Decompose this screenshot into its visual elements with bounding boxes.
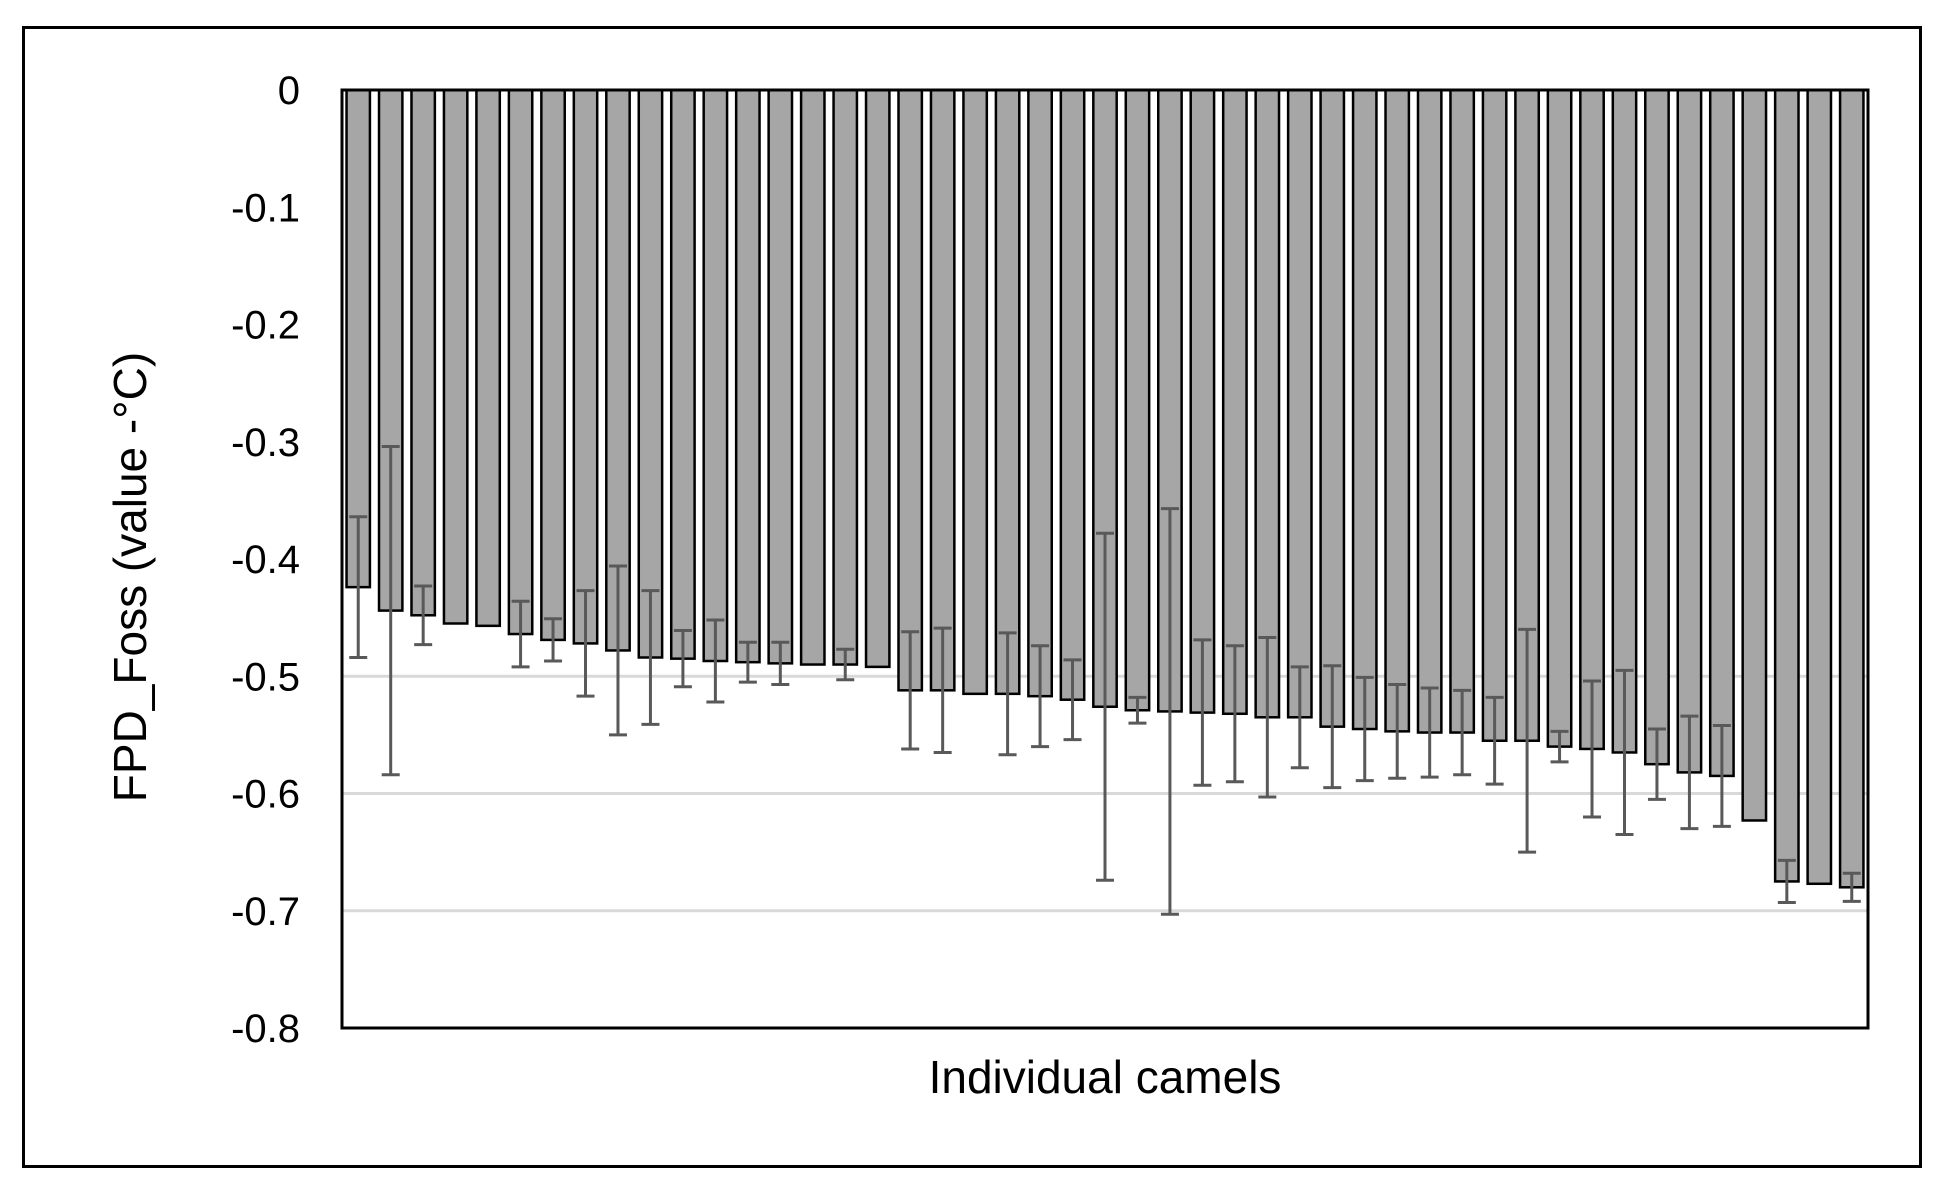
error-bar: [1355, 675, 1374, 783]
bar: [637, 88, 664, 659]
error-bar: [771, 640, 790, 686]
error-bar: [608, 564, 627, 737]
error-bar: [1583, 679, 1602, 819]
error-bar: [1453, 688, 1472, 777]
error-bar: [1193, 638, 1212, 787]
error-bar: [1550, 729, 1569, 764]
error-bar: [414, 584, 433, 647]
error-bar: [706, 618, 725, 704]
y-axis-ticks: 0 -0.1 -0.2 -0.3 -0.4 -0.5 -0.6 -0.7 -0.8: [231, 69, 300, 1051]
bar: [1708, 88, 1735, 778]
bar: [1027, 88, 1054, 698]
bar: [1741, 88, 1768, 822]
bar: [1546, 88, 1573, 748]
bar: [1351, 88, 1378, 731]
error-bar: [1063, 658, 1082, 742]
y-tick-label: -0.5: [231, 655, 300, 699]
error-bar: [511, 599, 530, 669]
bar: [1416, 88, 1443, 734]
error-bar: [1258, 636, 1277, 799]
bar: [799, 88, 826, 666]
y-tick-label: 0: [278, 69, 300, 113]
error-bar: [641, 589, 660, 726]
bar: [1124, 88, 1151, 712]
bar: [540, 88, 566, 642]
bar: [1221, 88, 1248, 716]
bar: [1319, 88, 1346, 728]
bar: [442, 88, 469, 625]
bar: [1384, 88, 1411, 733]
y-tick-label: -0.8: [231, 1007, 300, 1051]
bar: [1773, 88, 1800, 883]
error-bars: [349, 444, 1861, 916]
bar: [475, 88, 502, 628]
bar: [767, 88, 794, 665]
bar: [1189, 88, 1216, 714]
bars: [345, 88, 1865, 889]
bar: [702, 88, 729, 663]
bar: [345, 88, 372, 589]
error-bar: [901, 630, 920, 751]
error-bar: [1323, 664, 1342, 790]
error-bar: [998, 631, 1017, 757]
bar: [1254, 88, 1281, 719]
error-bar: [1096, 531, 1114, 882]
error-bar: [933, 626, 952, 754]
bar: [1579, 88, 1605, 751]
error-bar: [1128, 695, 1147, 725]
bar: [734, 88, 761, 664]
bar: [507, 88, 534, 636]
bar: [572, 88, 599, 645]
error-bar: [1420, 686, 1439, 779]
bar: [1449, 88, 1476, 734]
y-tick-label: -0.3: [231, 421, 300, 465]
bar: [1059, 88, 1086, 701]
bar: [962, 88, 989, 696]
y-tick-label: -0.7: [231, 890, 300, 934]
bar: [1286, 88, 1313, 719]
error-bar: [1518, 627, 1537, 854]
error-bar: [1160, 507, 1179, 916]
bar: [669, 88, 696, 660]
error-bar: [381, 444, 400, 777]
error-bar: [1290, 665, 1309, 770]
bar: [1676, 88, 1703, 774]
bar: [1644, 88, 1670, 766]
error-bar: [576, 589, 595, 698]
bar: [864, 88, 891, 669]
y-tick-label: -0.6: [231, 773, 300, 817]
y-tick-label: -0.2: [231, 304, 300, 348]
bar: [410, 88, 437, 617]
error-bar: [349, 515, 368, 659]
error-bar: [1031, 644, 1050, 749]
bar: [1481, 88, 1508, 742]
x-axis-title: Individual camels: [929, 1051, 1282, 1103]
error-bar: [1485, 695, 1504, 786]
y-tick-label: -0.1: [231, 186, 300, 230]
y-axis-title: FPD_Foss (value -°C): [104, 352, 156, 802]
error-bar: [1388, 682, 1407, 780]
y-tick-label: -0.4: [231, 538, 300, 582]
bar: [1611, 88, 1638, 754]
error-bar: [1842, 871, 1861, 903]
plot-area-border: [340, 88, 1870, 1030]
error-bar: [544, 617, 563, 663]
bar: [897, 88, 924, 692]
error-bar: [1777, 858, 1796, 905]
bar: [1806, 88, 1833, 886]
error-bar: [1615, 668, 1634, 837]
error-bar: [673, 629, 692, 689]
bar: [1838, 88, 1865, 889]
error-bar: [1680, 714, 1699, 831]
error-bar: [1712, 723, 1731, 828]
error-bar: [738, 640, 757, 684]
bar: [832, 88, 859, 666]
bar: [994, 88, 1021, 696]
error-bar: [836, 647, 855, 682]
error-bar: [1647, 727, 1666, 801]
error-bar: [1225, 644, 1244, 784]
bar: [929, 88, 956, 692]
